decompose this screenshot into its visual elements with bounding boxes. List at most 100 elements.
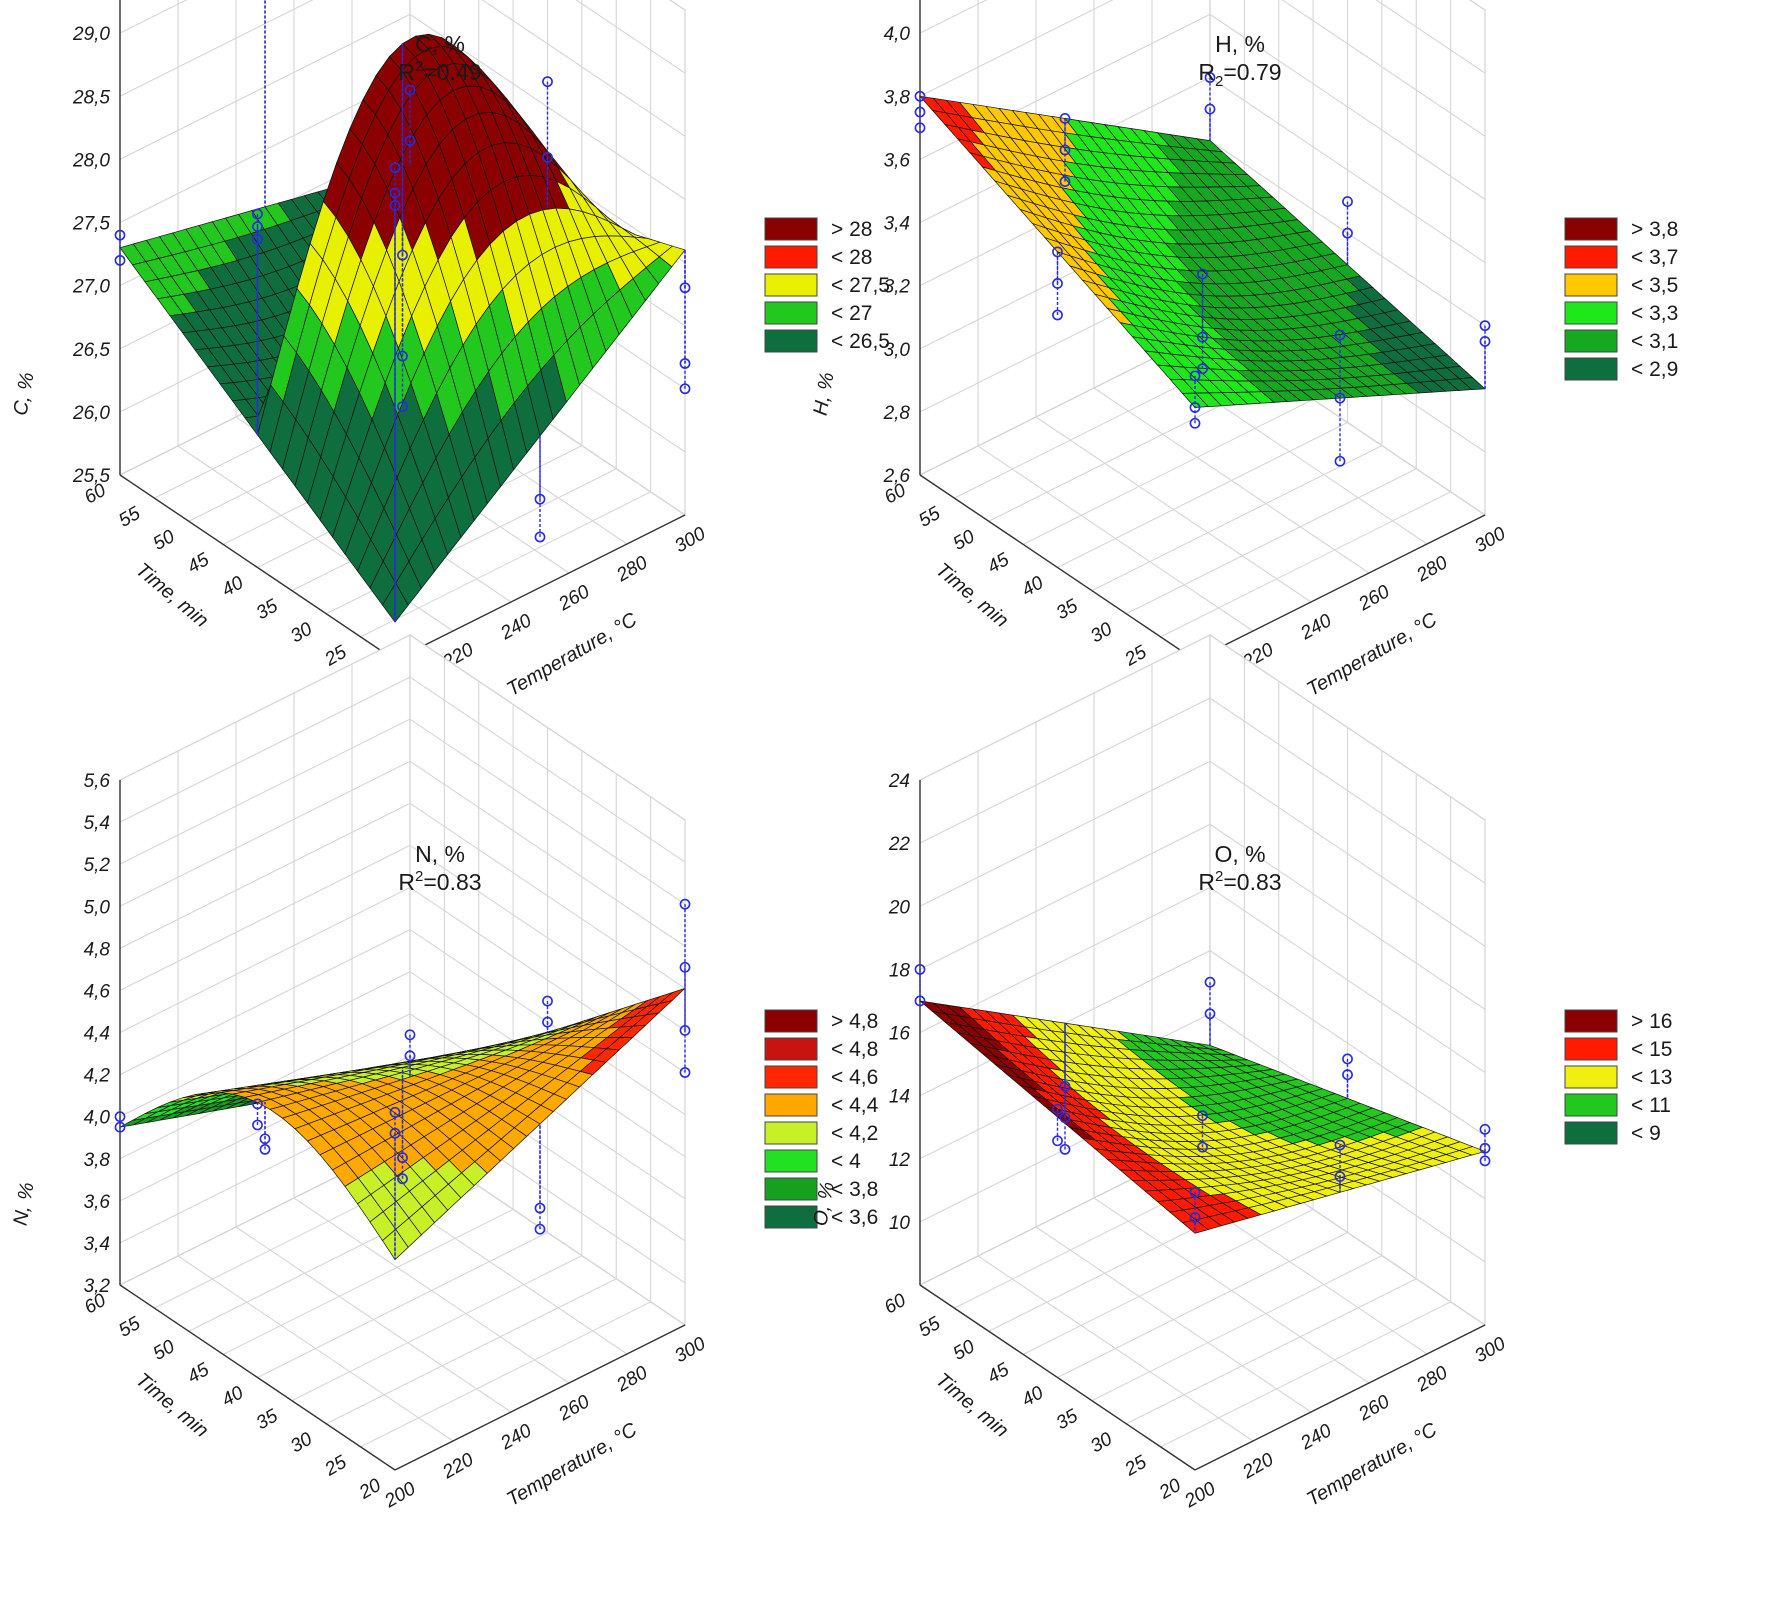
legend-swatch [764,329,818,353]
grid-line [409,760,686,947]
x-axis-line [394,514,686,661]
data-point [1334,392,1346,404]
legend-swatch [764,1121,818,1145]
chart-subtitle: R2=0.83 [398,868,481,895]
grid-line [1209,760,1486,947]
y-axis-line [919,1284,1196,1471]
x-tick-label: 260 [1354,581,1393,616]
z-tick-label: 5,2 [84,855,111,876]
chart-subtitle: R2=0.49 [398,58,481,85]
data-point [114,229,126,241]
y-tick-label: 35 [253,1405,282,1434]
legend-label: < 9 [1631,1122,1661,1145]
legend-swatch [1564,1093,1618,1117]
axes [119,780,686,1471]
y-tick-label: 45 [184,549,213,578]
grid-line [119,0,314,97]
data-point [1197,1141,1208,1153]
data-point [389,1106,401,1118]
y-axis-line [919,474,1196,661]
z-tick-label: 4,0 [884,24,911,45]
y-tick-label: 35 [1053,595,1082,624]
x-tick-label: 300 [671,1333,709,1367]
z-tick-label: 22 [888,834,911,855]
x-tick-label: 220 [438,1449,477,1484]
legend-label: < 27,5 [831,274,890,297]
z-tick-label: 3,6 [84,1192,111,1213]
data-point [114,1111,126,1123]
data-point [1059,1143,1071,1155]
legend-swatch [764,301,818,325]
data-point [1204,103,1216,115]
data-point [679,961,691,973]
y-tick-label: 30 [1087,1428,1116,1457]
legend-swatch [1564,301,1618,325]
y-tick-label: 30 [1087,618,1116,647]
chart-subtitle: R2=0.79 [1198,59,1281,90]
data-point [252,208,263,220]
z-tick-label: 3,2 [884,277,911,298]
data-point [252,221,263,233]
observed-points [114,0,691,623]
data-point [534,531,546,543]
z-tick-label: 12 [889,1150,911,1171]
z-tick-label: 27,0 [72,277,110,298]
legend-swatch [1564,273,1618,297]
subtitle-rest: =0.79 [1223,59,1281,85]
z-axis-title: N, % [9,1181,38,1228]
legend-label: < 26,5 [831,330,890,353]
legend-swatch [1564,245,1618,269]
legend-swatch [764,1037,818,1061]
y-tick-label: 40 [1018,1382,1047,1411]
legend-swatch [764,273,818,297]
data-point [389,200,401,211]
grid-line [1281,0,1486,137]
z-tick-label: 28,0 [72,150,110,171]
data-point [679,383,691,395]
z-ticks: 2,62,83,03,23,43,63,84,04,2 [883,24,911,487]
y-tick-label: 40 [1018,572,1047,601]
subtitle-base: R [1198,59,1215,85]
data-point [1052,309,1063,321]
data-point [1059,176,1071,187]
data-point [1189,370,1201,382]
z-tick-label: 26,0 [72,403,110,424]
grid-line [1209,77,1486,263]
grid-line [919,0,988,34]
z-tick-label: 26,5 [72,340,110,361]
grid-line [1091,1255,1383,1402]
legend-swatch [764,1093,818,1117]
grid-line [119,634,411,781]
legend-label: < 3,8 [831,1178,878,1201]
x-tick-label: 300 [1471,1333,1509,1367]
data-point [404,1029,416,1041]
legend-swatch [1564,1009,1618,1033]
y-tick-label: 50 [950,526,979,555]
legend-swatch [764,1065,818,1089]
y-tick-label: 40 [218,572,247,601]
legend-label: < 2,9 [1631,358,1678,381]
observed-points [914,963,1491,1234]
z-tick-label: 4,0 [84,1108,111,1129]
data-point [1052,1103,1063,1115]
legend-swatch [764,217,818,241]
z-tick-label: 4,8 [84,939,111,960]
grid-line [409,887,686,1073]
data-point [1479,336,1491,347]
data-point [914,995,926,1007]
grid-line [1126,1278,1417,1425]
y-tick-label: 55 [115,1313,144,1342]
z-tick-label: 24 [888,771,910,792]
grid-line [119,676,411,823]
legend-label: < 4,6 [831,1066,878,1089]
legend: > 28 < 28 < 27,5 < 27 < 26,5 [764,217,890,353]
grid-line [119,77,411,223]
surface [919,95,1486,408]
grid-line [409,634,686,821]
grid-line [409,844,686,1031]
data-point [114,1121,126,1133]
subtitle-base: R [398,869,415,895]
grid-line [119,844,411,991]
z-tick-label: 4,4 [84,1024,110,1045]
